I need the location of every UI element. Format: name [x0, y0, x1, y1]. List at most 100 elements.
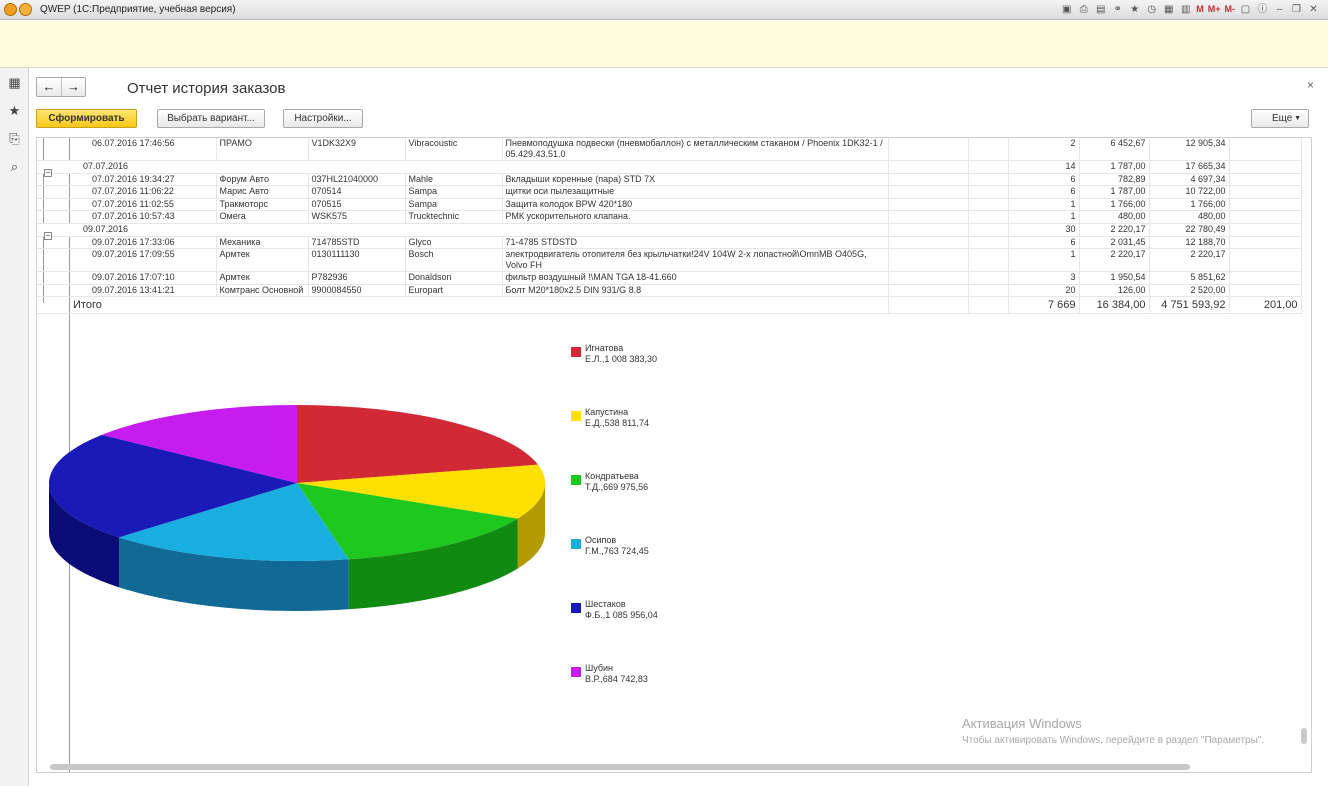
group-row[interactable]: 07.07.2016 14 1 787,00 17 665,34	[37, 160, 1302, 174]
table-cell: Защита колодок BPW 420*180	[502, 198, 889, 212]
app-logo-icon[interactable]	[4, 3, 17, 16]
table-cell: 6	[1008, 173, 1080, 187]
table-row[interactable]: 09.07.2016 17:33:06 Механика 714785STD Glyc…	[37, 236, 1302, 250]
pie-slice-side	[517, 483, 545, 569]
table-row[interactable]: 07.07.2016 10:57:43 Омега WSK575 Trucktechn…	[37, 210, 1302, 224]
table-cell: Bosch	[405, 248, 503, 273]
total-cell: 16 384,00	[1079, 296, 1150, 315]
pie-slice	[297, 464, 545, 519]
report-form: ← → Отчет история заказов × Сформировать…	[30, 68, 1328, 786]
table-cell	[1229, 223, 1302, 237]
group-row[interactable]: 09.07.2016 30 2 220,17 22 780,49	[37, 223, 1302, 237]
table-cell: 6	[1008, 185, 1080, 199]
calculator-icon[interactable]: ▥	[1181, 4, 1191, 15]
info-icon[interactable]: ⓘ	[1257, 4, 1268, 15]
close-window-icon[interactable]: ✕	[1309, 4, 1318, 15]
table-cell: Армтек	[216, 271, 309, 285]
table-cell: 6 452,67	[1079, 138, 1150, 161]
table-cell: 1 766,00	[1079, 198, 1150, 212]
more-button[interactable]: Еще ▼	[1251, 109, 1309, 128]
horizontal-scrollbar[interactable]	[50, 764, 1190, 770]
collapse-group-icon[interactable]: −	[44, 168, 52, 177]
table-cell	[968, 210, 1009, 224]
legend-value: Т.Д.,669 975,56	[585, 482, 649, 492]
link-icon[interactable]: ⚭	[1113, 4, 1122, 15]
table-row[interactable]: 07.07.2016 19:34:27 Форум Авто 037HL210400…	[37, 173, 1302, 187]
collapse-group-icon[interactable]: −	[44, 231, 52, 240]
table-cell: 09.07.2016 13:41:21	[37, 284, 217, 298]
legend-value: Е.Д.,538 811,74	[585, 418, 649, 428]
table-row[interactable]: 09.07.2016 13:41:21 Комтранс Основной 9900…	[37, 284, 1302, 298]
memory-subtract-button[interactable]: M-	[1224, 4, 1236, 14]
total-row[interactable]: Итого 7 669 16 384,00 4 751 593,92 201,00	[37, 296, 1302, 315]
table-cell: 1	[1008, 210, 1080, 224]
table-cell	[1229, 236, 1302, 250]
restore-icon[interactable]: ❐	[1292, 4, 1301, 15]
settings-button[interactable]: Настройки...	[283, 109, 363, 128]
table-cell: 2 220,17	[1079, 223, 1150, 237]
print-icon[interactable]: ⎙	[1079, 4, 1088, 15]
table-row[interactable]: 09.07.2016 17:09:55 Армтек 0130111130 Bosch…	[37, 248, 1302, 273]
table-cell: Sampa	[405, 198, 503, 212]
history-doc-icon[interactable]: ⎘	[9, 131, 20, 146]
sections-grid-icon[interactable]: ▦	[8, 75, 21, 90]
table-cell: 3	[1008, 271, 1080, 285]
memory-store-button[interactable]: M	[1196, 4, 1204, 14]
table-cell	[968, 236, 1009, 250]
pie-chart	[48, 405, 545, 611]
table-row[interactable]: 07.07.2016 11:06:22 Марис Авто 070514 Sampa…	[37, 185, 1302, 199]
table-cell: 2 031,45	[1079, 236, 1150, 250]
table-cell: Sampa	[405, 185, 503, 199]
legend-name: Кондратьева	[585, 471, 639, 481]
table-cell	[968, 284, 1009, 298]
table-cell: 126,00	[1079, 284, 1150, 298]
table-cell: 037HL21040000	[308, 173, 406, 187]
legend-swatch	[571, 411, 581, 421]
chevron-down-icon: ▼	[1294, 115, 1301, 122]
table-row[interactable]: 09.07.2016 17:07:10 Армтек P782936 Donaldso…	[37, 271, 1302, 285]
watermark-text: Чтобы активировать Windows, перейдите в …	[962, 735, 1265, 746]
vertical-scrollbar[interactable]	[1301, 728, 1307, 744]
favorites-star-icon[interactable]: ★	[8, 103, 21, 118]
table-cell: 07.07.2016 11:06:22	[37, 185, 217, 199]
search-icon[interactable]: ⌕	[10, 159, 19, 174]
table-cell: 2 220,17	[1079, 248, 1150, 273]
table-cell: 20	[1008, 284, 1080, 298]
back-button[interactable]: ←	[42, 79, 56, 94]
table-cell: электродвигатель отопителя без крыльчатк…	[502, 248, 889, 273]
table-cell: Тракмоторс	[216, 198, 309, 212]
legend-value: Г.М.,763 724,45	[585, 546, 649, 556]
table-cell: 07.07.2016 11:02:55	[37, 198, 217, 212]
preview-icon[interactable]: ▤	[1096, 4, 1106, 15]
table-cell: 14	[1008, 160, 1080, 174]
favorite-icon[interactable]: ★	[1130, 4, 1140, 15]
table-row[interactable]: 07.07.2016 11:02:55 Тракмоторс 070515 Sampa…	[37, 198, 1302, 212]
main-menu-icon[interactable]	[19, 3, 32, 16]
table-cell: РМК ускорительного клапана.	[502, 210, 889, 224]
table-row[interactable]: 06.07.2016 17:46:56 ПРАМО V1DK32X9 Vibracou…	[37, 138, 1302, 161]
total-cell	[888, 296, 969, 315]
calendar-icon[interactable]: ▦	[1164, 4, 1174, 15]
history-icon[interactable]: ◷	[1147, 4, 1157, 15]
generate-button[interactable]: Сформировать	[36, 109, 137, 128]
legend-name: Шубин	[585, 663, 614, 673]
table-cell: Europart	[405, 284, 503, 298]
table-cell: 2	[1008, 138, 1080, 161]
table-cell	[1229, 284, 1302, 298]
table-cell: 5 851,62	[1149, 271, 1230, 285]
table-cell	[968, 223, 1009, 237]
save-icon[interactable]: ▣	[1062, 4, 1072, 15]
total-cell: 201,00	[1229, 296, 1302, 315]
minimize-icon[interactable]: –	[1276, 4, 1283, 15]
memory-add-button[interactable]: M+	[1207, 4, 1221, 14]
choose-variant-button[interactable]: Выбрать вариант...	[157, 109, 265, 128]
table-cell	[888, 173, 969, 187]
close-form-icon[interactable]: ×	[1306, 78, 1314, 92]
table-cell	[1229, 138, 1302, 161]
report-area[interactable]: 06.07.2016 17:46:56 ПРАМО V1DK32X9 Vibracou…	[36, 137, 1312, 773]
table-cell: 1	[1008, 248, 1080, 273]
table-cell: 12 905,34	[1149, 138, 1230, 161]
table-cell	[1229, 160, 1302, 174]
panels-icon[interactable]: ▢	[1240, 4, 1251, 15]
forward-button[interactable]: →	[61, 78, 85, 96]
